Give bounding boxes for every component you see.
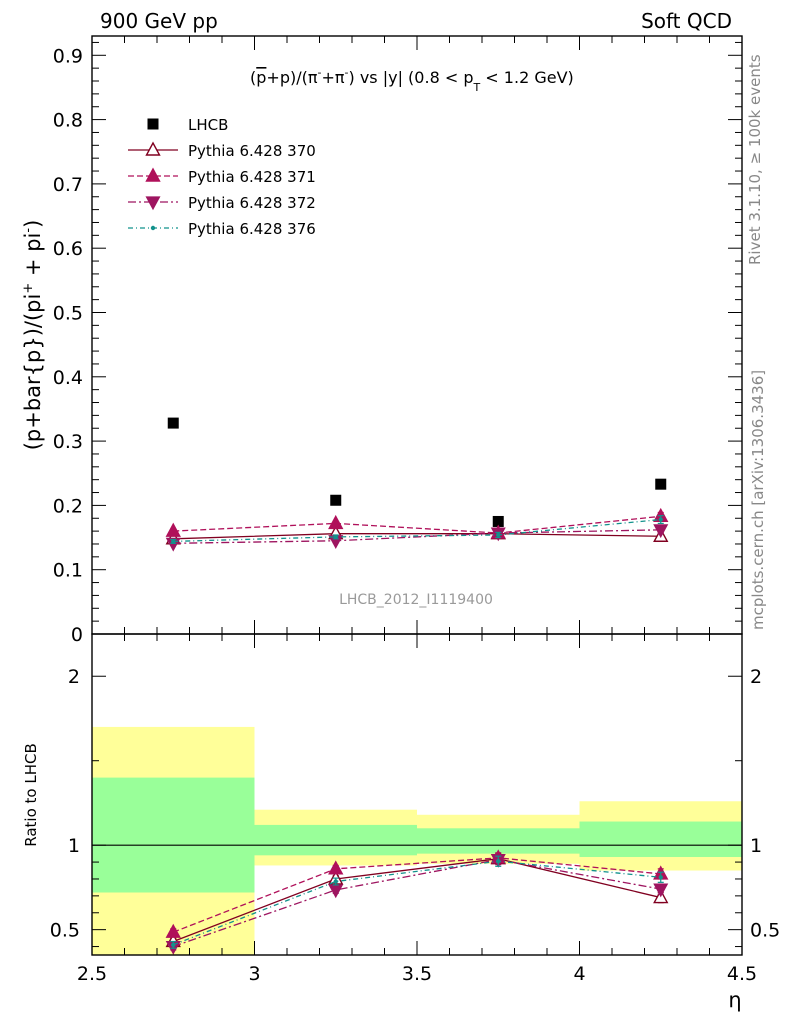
ratio-series-line-0 — [173, 858, 661, 943]
main-series-line-3 — [173, 529, 661, 544]
x-tick-label: 3.5 — [402, 963, 432, 985]
ratio-series-line-1 — [173, 857, 661, 933]
main-data-point — [165, 522, 181, 537]
legend-label: Pythia 6.428 371 — [188, 168, 316, 186]
main-series-line-1 — [173, 533, 661, 540]
mcplots-label: mcplots.cern.ch [arXiv:1306.3436] — [749, 370, 767, 630]
main-data-point — [653, 524, 669, 539]
stat-band — [579, 821, 742, 858]
main-data-point — [492, 515, 504, 527]
title-part-4: < 1.2 GeV) — [480, 68, 574, 87]
main-data-point — [655, 478, 667, 490]
ylabel-part-c: ) — [21, 220, 45, 228]
main-plot-area — [165, 417, 669, 552]
main-title: (p+p)/(π-+π-) vs |y| (0.8 < pT < 1.2 GeV… — [250, 66, 574, 94]
header-right: Soft QCD — [641, 9, 732, 33]
ratio-y-tick-label-right: 0.5 — [750, 920, 780, 942]
ratio-series-3 — [170, 855, 664, 949]
main-y-tick-label: 0.2 — [53, 495, 83, 517]
main-series-line-4 — [173, 518, 661, 543]
ratio-data-point — [171, 942, 176, 948]
axes: 0 0.1 0.2 0.3 0.4 0.5 0.6 0.7 0.8 0.9 0.5 0.5 1 1 2 2 2.… — [50, 35, 780, 985]
x-tick-label: 2.5 — [77, 963, 107, 985]
ratio-y-tick-label-left: 0.5 — [50, 920, 80, 942]
header-left: 900 GeV pp — [100, 9, 218, 33]
ratio-y-tick-label-left: 1 — [68, 835, 80, 857]
title-sup-1: - — [317, 66, 321, 79]
main-data-point — [658, 517, 663, 522]
legend-entry-0: LHCB — [147, 116, 228, 134]
legend-entry-2: Pythia 6.428 371 — [128, 167, 316, 186]
main-data-point — [171, 539, 176, 544]
stat-band — [254, 824, 417, 856]
title-part-3: ) vs |y| (0.8 < p — [349, 68, 474, 87]
ylabel-part-a: (p+bar{p})/(pi — [21, 294, 45, 451]
title-open: ( — [250, 68, 256, 87]
legend-entry-4: Pythia 6.428 376 — [128, 220, 316, 238]
ratio-bands — [92, 726, 742, 955]
title-sub: T — [472, 81, 480, 94]
legend-label: LHCB — [188, 116, 228, 134]
legend-label: Pythia 6.428 370 — [188, 142, 316, 160]
ratio-y-tick-label-right: 1 — [750, 835, 762, 857]
legend-label: Pythia 6.428 372 — [188, 194, 316, 212]
ylabel-part-b: + pi — [21, 233, 45, 283]
title-part-1: +p)/(π — [266, 68, 317, 87]
stat-band — [92, 777, 255, 893]
legend-marker — [145, 141, 161, 156]
main-data-point — [167, 417, 179, 429]
main-y-tick-label: 0.7 — [53, 174, 83, 196]
legend-marker — [150, 225, 156, 231]
main-y-tick-label: 0.9 — [53, 45, 83, 67]
ylabel-sup-2: - — [21, 228, 36, 233]
ratio-series-line-3 — [173, 860, 661, 946]
main-data-point — [328, 514, 344, 530]
legend-marker — [145, 196, 161, 211]
ratio-data-point — [328, 860, 344, 875]
ratio-y-tick-label-left: 2 — [68, 666, 80, 688]
x-tick-label: 3 — [248, 963, 260, 985]
main-y-tick-label: 0.3 — [53, 431, 83, 453]
legend-marker — [147, 118, 159, 130]
rivet-label: Rivet 3.1.10, ≥ 100k events — [746, 54, 764, 265]
main-series-0 — [167, 417, 667, 527]
main-series-4 — [170, 515, 664, 544]
ratio-data-point — [333, 879, 338, 884]
legend-marker — [145, 167, 161, 182]
ylabel-sup-1: + — [21, 283, 36, 294]
x-tick-label: 4 — [573, 963, 585, 985]
title-part-2: +π — [321, 68, 344, 87]
main-y-tick-label: 0.8 — [53, 110, 83, 132]
main-y-tick-label: 0.4 — [53, 367, 83, 389]
main-y-axis-label: (p+bar{p})/(pi+ + pi-) — [21, 220, 45, 451]
x-tick-label: 4.5 — [727, 963, 757, 985]
ratio-y-axis-label: Ratio to LHCB — [22, 743, 40, 847]
main-y-tick-label: 0.6 — [53, 238, 83, 260]
x-axis-label: η — [728, 988, 741, 1012]
main-series-1 — [165, 525, 669, 545]
legend: LHCB Pythia 6.428 370 Pythia 6.428 371 Pyth… — [128, 116, 316, 238]
main-data-point — [496, 532, 501, 538]
ratio-data-point — [658, 875, 663, 880]
ratio-series-line-2 — [173, 858, 661, 948]
main-data-point — [333, 534, 338, 540]
ratio-data-point — [496, 859, 501, 864]
main-y-tick-label: 0.1 — [53, 560, 83, 582]
ratio-y-tick-label-right: 2 — [750, 666, 762, 688]
ratio-data-point — [653, 883, 669, 898]
ratio-data-point — [165, 923, 181, 938]
legend-label: Pythia 6.428 376 — [188, 220, 316, 238]
legend-entry-3: Pythia 6.428 372 — [128, 194, 316, 212]
title-sup-2: - — [345, 66, 349, 79]
title-pbar: p — [256, 68, 266, 87]
analysis-watermark: LHCB_2012_I1119400 — [339, 592, 493, 608]
legend-entry-1: Pythia 6.428 370 — [128, 141, 316, 160]
main-y-tick-label: 0 — [71, 624, 83, 646]
ratio-plot-area — [165, 849, 669, 955]
main-y-tick-label: 0.5 — [53, 302, 83, 324]
main-data-point — [330, 494, 342, 506]
main-series-line-2 — [173, 515, 661, 534]
